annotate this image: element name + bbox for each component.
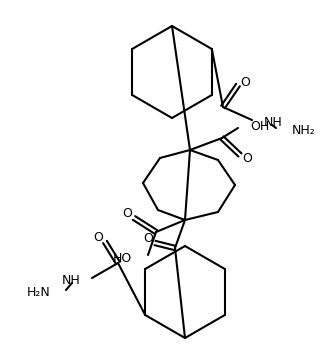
Text: O: O (240, 76, 250, 88)
Text: NH: NH (61, 275, 80, 287)
Text: H₂N: H₂N (26, 285, 50, 299)
Text: O: O (93, 231, 103, 243)
Text: NH: NH (264, 116, 283, 129)
Text: O: O (122, 207, 132, 219)
Text: NH₂: NH₂ (292, 124, 316, 136)
Text: HO: HO (113, 252, 132, 265)
Text: O: O (143, 232, 153, 245)
Text: O: O (242, 151, 252, 164)
Text: OH: OH (250, 120, 269, 132)
